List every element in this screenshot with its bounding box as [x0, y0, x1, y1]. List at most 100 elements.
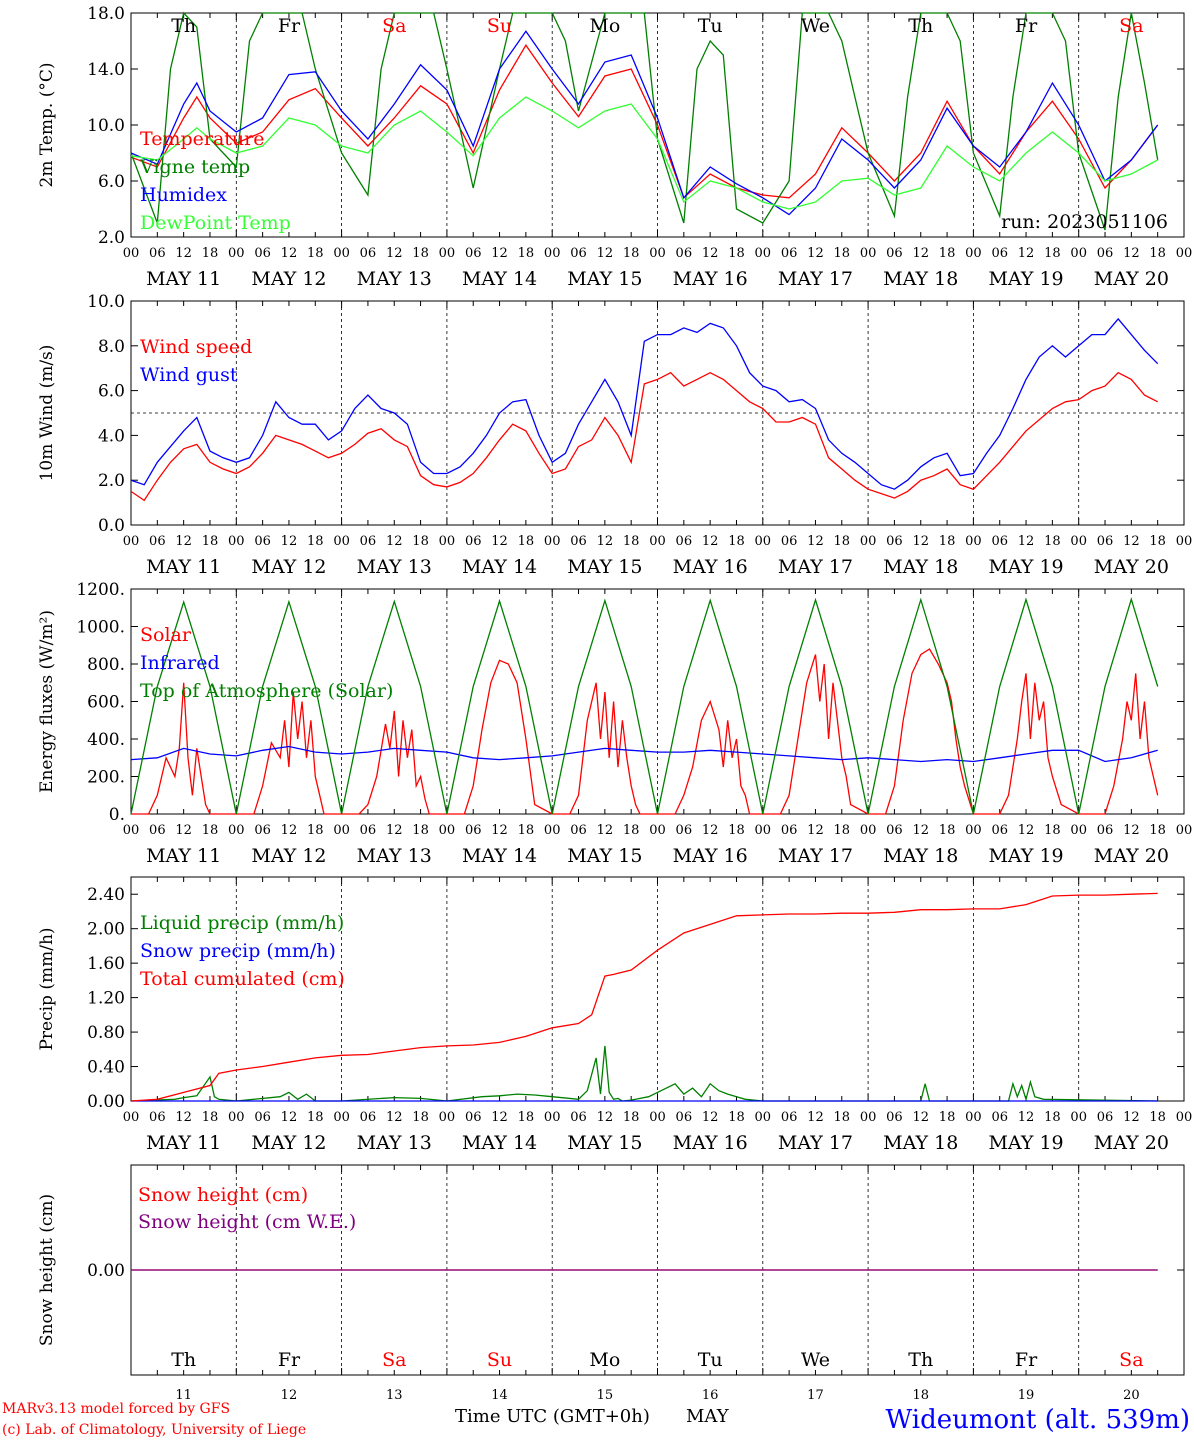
hour-tick-label: 06: [360, 1110, 377, 1125]
series-wind-gust: [130, 317, 1159, 490]
y-axis-label: Precip (mm/h): [37, 927, 57, 1050]
hour-tick-label: 00: [439, 246, 456, 261]
hour-tick-label: 00: [228, 534, 245, 549]
hour-tick-label: 12: [281, 1110, 298, 1125]
y-tick-label: 1000.: [76, 618, 125, 638]
panel-3: 0. 200. 400. 600. 800. 1000. 1200. Energy fluxe…: [37, 580, 1192, 867]
hour-tick-label: 06: [991, 823, 1008, 838]
date-label: MAY 19: [988, 268, 1063, 290]
hour-tick-label: 06: [254, 246, 271, 261]
hour-tick-label: 00: [439, 534, 456, 549]
hour-tick-label: 12: [702, 1110, 719, 1125]
date-label: MAY 13: [357, 556, 432, 578]
date-label: MAY 18: [883, 845, 958, 867]
hour-tick-label: 06: [991, 534, 1008, 549]
hour-tick-label: 06: [465, 1110, 482, 1125]
y-tick-label: 200.: [87, 768, 125, 788]
station-name: Wideumont (alt. 539m): [886, 1405, 1190, 1435]
y-tick-label: 10.0: [87, 292, 125, 312]
date-label: MAY 17: [778, 845, 853, 867]
hour-tick-label: 18: [518, 246, 535, 261]
y-tick-label: 0.0: [98, 516, 125, 536]
hour-tick-label: 12: [175, 1110, 192, 1125]
model-credit: MARv3.13 model forced by GFS: [2, 1401, 230, 1417]
hour-tick-label: 18: [518, 1110, 535, 1125]
date-label: MAY 19: [988, 1132, 1063, 1154]
weekday-label: Th: [171, 15, 196, 37]
y-tick-label: 2.40: [87, 885, 125, 905]
hour-tick-label: 06: [1097, 823, 1114, 838]
date-label: MAY 12: [251, 845, 326, 867]
series-humidex: [130, 30, 1159, 216]
hour-tick-label: 12: [912, 823, 929, 838]
hour-tick-label: 18: [518, 534, 535, 549]
y-axis-label: Snow height (cm): [37, 1194, 57, 1346]
date-label: MAY 11: [146, 845, 221, 867]
hour-tick-label: 18: [307, 246, 324, 261]
date-label: MAY 12: [251, 268, 326, 290]
weekday-label: Sa: [382, 1349, 406, 1371]
hour-tick-label: 06: [149, 534, 166, 549]
hour-tick-label: 00: [755, 246, 772, 261]
hour-tick-label: 00: [649, 534, 666, 549]
day-number-label: 11: [175, 1388, 192, 1403]
weekday-label: Th: [908, 15, 933, 37]
weekday-label: Sa: [1119, 1349, 1143, 1371]
hour-tick-label: 12: [386, 1110, 403, 1125]
hour-tick-label: 00: [333, 823, 350, 838]
series-wind-speed: [130, 371, 1158, 502]
day-number-label: 16: [702, 1388, 719, 1403]
hour-tick-label: 12: [386, 823, 403, 838]
hour-tick-label: 00: [439, 823, 456, 838]
legend-entry: Infrared: [140, 652, 220, 674]
day-number-label: 17: [807, 1388, 824, 1403]
hour-tick-label: 00: [965, 823, 982, 838]
hour-tick-label: 06: [360, 246, 377, 261]
hour-tick-label: 18: [518, 823, 535, 838]
hour-tick-label: 12: [597, 534, 614, 549]
hour-tick-label: 18: [202, 246, 219, 261]
date-label: MAY 18: [883, 556, 958, 578]
hour-tick-label: 12: [175, 823, 192, 838]
y-tick-label: 1.20: [87, 989, 125, 1009]
hour-tick-label: 18: [939, 246, 956, 261]
hour-tick-label: 12: [807, 534, 824, 549]
hour-tick-label: 12: [491, 1110, 508, 1125]
hour-tick-label: 06: [781, 823, 798, 838]
hour-tick-label: 18: [728, 246, 745, 261]
hour-tick-label: 06: [991, 246, 1008, 261]
hour-tick-label: 12: [807, 823, 824, 838]
hour-tick-label: 18: [623, 246, 640, 261]
y-tick-label: 400.: [87, 730, 125, 750]
day-number-label: 19: [1018, 1388, 1035, 1403]
panel-4: 0.00 0.40 0.80 1.20 1.60 2.00 2.40 Precip (mm/h…: [37, 876, 1192, 1154]
hour-tick-label: 12: [807, 246, 824, 261]
hour-tick-label: 00: [1070, 823, 1087, 838]
series-liquid-precip-mm-h-: [130, 1045, 1158, 1102]
panel-1: 2.0 6.0 10.0 14.0 18.0 2m Temp. (°C) Temperatu…: [37, 4, 1192, 290]
xaxis-title: Time UTC (GMT+0h): [455, 1406, 650, 1427]
hour-tick-label: 18: [939, 823, 956, 838]
y-tick-label: 0.: [109, 805, 125, 825]
date-label: MAY 15: [567, 268, 642, 290]
hour-tick-label: 18: [412, 823, 429, 838]
hour-tick-label: 00: [755, 534, 772, 549]
date-label: MAY 16: [673, 556, 748, 578]
hour-tick-label: 18: [307, 534, 324, 549]
day-number-label: 13: [386, 1388, 403, 1403]
series-dewpoint-temp: [130, 96, 1159, 210]
hour-tick-label: 18: [202, 534, 219, 549]
legend-entry: Vigne temp: [139, 156, 250, 178]
hour-tick-label: 12: [597, 1110, 614, 1125]
hour-tick-label: 06: [886, 534, 903, 549]
date-label: MAY 12: [251, 1132, 326, 1154]
hour-tick-label: 06: [149, 823, 166, 838]
y-tick-label: 6.0: [98, 172, 125, 192]
panel-2: 0.0 2.0 4.0 6.0 8.0 10.0 10m Wind (m/s) Wind sp…: [37, 292, 1192, 578]
hour-tick-label: 00: [544, 1110, 561, 1125]
weekday-label: Th: [908, 1349, 933, 1371]
date-label: MAY 16: [673, 268, 748, 290]
hour-tick-label: 12: [386, 246, 403, 261]
hour-tick-label: 06: [254, 1110, 271, 1125]
hour-tick-label: 06: [676, 823, 693, 838]
